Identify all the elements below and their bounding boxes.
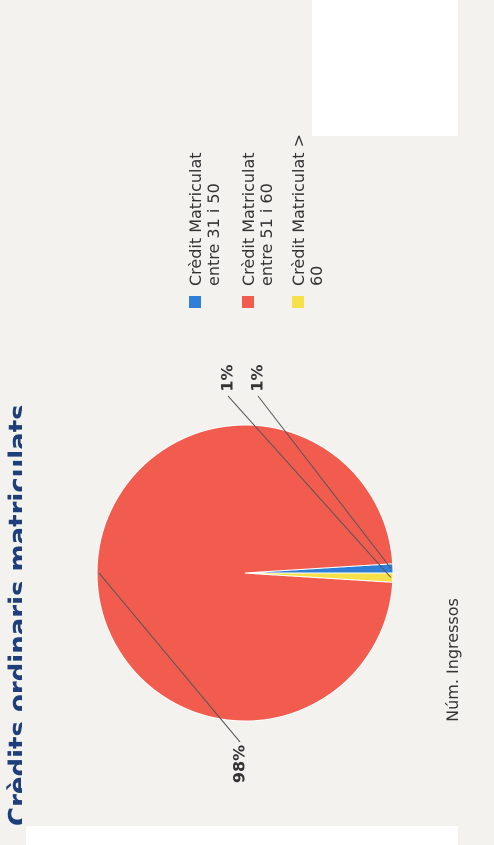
data-label-connector: [98, 572, 241, 743]
bottom-band: [26, 826, 458, 845]
legend-label: 60: [307, 266, 326, 286]
data-label-connector: [257, 395, 392, 569]
legend-label: entre 51 i 60: [257, 183, 276, 286]
data-label: 98%: [230, 745, 249, 783]
legend-label: Crèdit Matriculat: [186, 152, 205, 286]
legend-label: Crèdit Matriculat >: [289, 134, 308, 286]
data-label: 1%: [248, 364, 267, 391]
legend-swatch: [292, 296, 304, 308]
x-axis-label: Núm. Ingressos: [443, 598, 462, 722]
legend-swatch: [189, 296, 201, 308]
legend-label: entre 31 i 50: [204, 183, 223, 286]
pie-slice: [244, 572, 394, 583]
data-label-connector: [227, 395, 392, 578]
legend-swatch: [242, 296, 254, 308]
pie-slice: [96, 424, 394, 722]
legend-label: Crèdit Matriculat: [239, 152, 258, 286]
data-label: 1%: [218, 364, 237, 391]
blank-panel: [312, 0, 458, 136]
